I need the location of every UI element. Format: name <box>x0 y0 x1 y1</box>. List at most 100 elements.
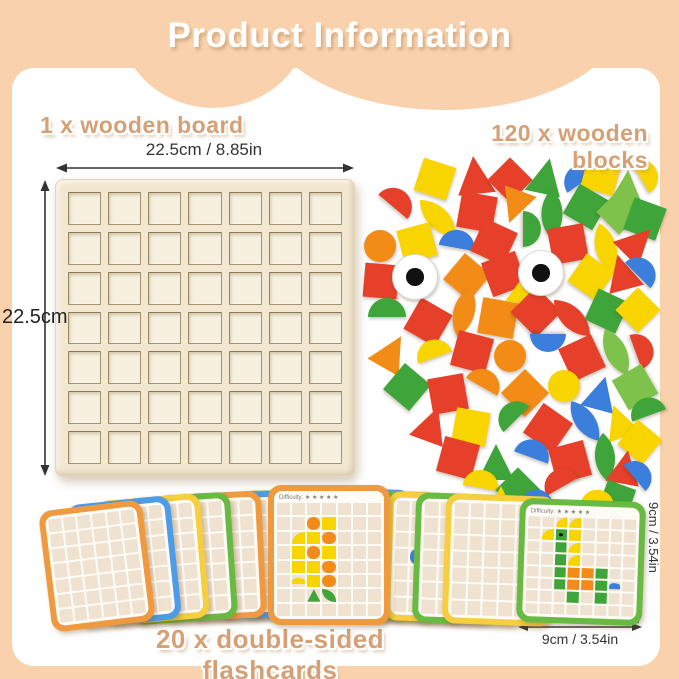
flashcard-cell <box>452 551 467 567</box>
flashcard-cell <box>623 556 636 568</box>
flashcard-cell <box>242 563 257 578</box>
flashcard-cell <box>568 529 582 541</box>
flashcard-cell <box>483 568 498 584</box>
flashcard-cell <box>66 546 81 561</box>
flashcard-cell <box>484 536 499 551</box>
flashcard-cell <box>424 501 439 517</box>
flashcard-cell <box>240 531 255 546</box>
sq-block <box>403 297 453 347</box>
flashcard-cell <box>77 514 92 530</box>
flashcard-cell <box>580 592 593 604</box>
mosaic-lf <box>322 589 336 602</box>
wooden-board <box>55 179 355 477</box>
flashcard-cell <box>553 566 567 578</box>
flashcard-cell <box>241 547 256 562</box>
flashcard-cell <box>57 593 72 608</box>
flashcard-cell <box>595 568 608 579</box>
eye-pupil <box>532 264 550 282</box>
flashcard-cell <box>623 544 636 556</box>
flashcard-cell <box>277 560 291 573</box>
mosaic-sq <box>554 541 567 553</box>
flashcard-cell <box>292 560 306 573</box>
mosaic-sc <box>292 577 306 585</box>
mosaic-sq <box>566 591 579 603</box>
board-cell <box>108 391 142 425</box>
mosaic-ci <box>307 517 321 530</box>
flashcard-cell <box>148 504 163 520</box>
flashcard-grid <box>47 509 147 623</box>
flashcard-cell <box>593 605 606 616</box>
flashcard-cell <box>367 574 381 588</box>
flashcard-cell <box>210 532 225 548</box>
flashcard-cell <box>239 515 254 531</box>
flashcard-cell <box>337 503 351 516</box>
flashcard-cell <box>607 605 620 617</box>
flashcard-cell <box>212 564 227 580</box>
board-cell <box>228 271 262 305</box>
mosaic-eye <box>555 529 568 541</box>
flashcard-cell <box>322 531 336 545</box>
sc-block <box>378 180 420 219</box>
flashcard-cell <box>526 565 539 577</box>
flashcard-cell <box>51 548 66 563</box>
flashcard-cell <box>129 584 145 599</box>
flashcard-cell <box>367 589 381 602</box>
flashcard-cell <box>108 525 123 541</box>
flashcard-cell <box>84 574 99 590</box>
board-cell <box>108 431 142 464</box>
mosaic-sq <box>568 529 582 541</box>
mosaic-qc <box>569 517 582 529</box>
flashcard-cell <box>183 564 198 580</box>
flashcard-cell <box>500 536 515 552</box>
board-cell <box>308 271 342 305</box>
ci-block <box>364 230 396 262</box>
flashcard-difficulty-label: Difficulty: ★ ★ ★ ★ ★ <box>279 495 339 501</box>
board-cell <box>268 351 302 385</box>
flashcard-cell <box>239 499 253 515</box>
board-cell <box>228 391 262 425</box>
flashcard-cell <box>539 590 552 602</box>
board-cell <box>228 311 262 345</box>
flashcard-cell <box>292 531 306 545</box>
flashcard-cell <box>156 581 171 597</box>
flashcard-cell <box>80 544 95 560</box>
flashcard-cell <box>277 503 291 516</box>
sq-block <box>449 329 495 375</box>
flashcard-cell <box>581 579 594 591</box>
flashcard-cell <box>153 550 168 566</box>
board-cell <box>308 231 342 265</box>
board-height-label: 22.5cm <box>2 306 68 328</box>
mosaic-tr <box>307 589 321 602</box>
flashcard-cell <box>277 546 291 559</box>
sc-block <box>523 211 541 247</box>
flashcard-cell <box>307 574 321 588</box>
flashcard-cell <box>553 578 566 590</box>
flashcard-cell <box>292 503 306 516</box>
mosaic-sq <box>581 567 594 579</box>
flashcard-cell <box>485 503 500 519</box>
flashcard-cell <box>484 552 499 568</box>
board-cell <box>228 231 262 265</box>
flashcard-cell <box>567 567 580 578</box>
blocks-section-title: 120 x wooden blocks <box>491 120 648 173</box>
flashcard-cell <box>567 579 580 591</box>
flashcard <box>37 499 157 633</box>
flashcard-cell <box>569 517 582 529</box>
board-cell <box>188 192 222 225</box>
flashcard-cell <box>178 502 193 518</box>
flashcard-cell <box>485 519 500 535</box>
flashcard-cell <box>337 560 351 573</box>
flashcard-cell <box>582 530 595 542</box>
board-cell <box>188 391 222 425</box>
flashcard-cell <box>538 603 552 614</box>
mosaic-sq <box>307 574 321 588</box>
flashcard-cell <box>395 532 410 548</box>
flashcard-cell <box>182 548 197 564</box>
mosaic-sq <box>322 517 336 530</box>
flashcard-cell <box>186 595 201 611</box>
flashcard-cell <box>53 563 68 578</box>
mosaic-qc <box>541 528 554 540</box>
flashcard-cell <box>468 551 483 567</box>
flashcard-cell <box>352 503 366 516</box>
flashcard-cell <box>469 519 484 534</box>
